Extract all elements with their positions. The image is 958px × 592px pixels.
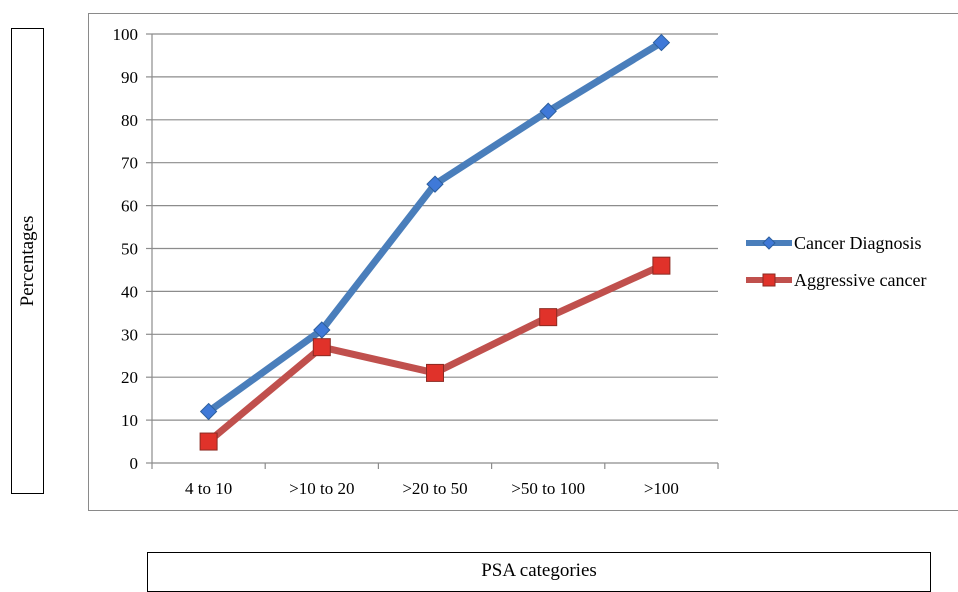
- gridlines: [152, 33, 718, 421]
- series-line-2: [205, 262, 665, 446]
- y-axis-label-box: Percentages: [11, 28, 44, 494]
- y-tick-label: 100: [113, 25, 139, 44]
- x-tick-label: 4 to 10: [185, 479, 232, 498]
- data-point-marker: [539, 102, 557, 120]
- y-tick-label: 90: [121, 68, 138, 87]
- data-point-marker: [539, 308, 558, 327]
- x-tick-label: >20 to 50: [402, 479, 467, 498]
- x-tick-label: >50 to 100: [511, 479, 585, 498]
- y-tick-label: 30: [121, 325, 138, 344]
- y-tick-label: 60: [121, 197, 138, 216]
- x-tick-label: >100: [644, 479, 679, 498]
- x-axis-label-box: PSA categories: [147, 552, 931, 592]
- legend-marker: [762, 273, 776, 287]
- data-point-marker: [313, 321, 331, 339]
- y-tick-label: 20: [121, 368, 138, 387]
- y-tick-label: 40: [121, 282, 138, 301]
- x-tick-label: >10 to 20: [289, 479, 354, 498]
- data-point-marker: [652, 33, 671, 52]
- legend-label: Aggressive cancer: [794, 270, 926, 290]
- legend-marker: [762, 236, 776, 250]
- data-point-marker: [652, 256, 671, 275]
- legend: Cancer Diagnosis Aggressive cancer: [746, 233, 926, 290]
- axes: 0 10 20 30 40 50 60 70 80 90 100 4 to 10 >10 to 20 >2…: [113, 25, 719, 498]
- data-point-marker: [426, 363, 444, 382]
- data-point-marker: [426, 175, 444, 193]
- y-tick-label: 50: [121, 240, 138, 259]
- x-axis-label: PSA categories: [481, 560, 597, 581]
- data-point-marker: [312, 338, 331, 357]
- data-point-marker: [199, 432, 218, 451]
- y-tick-label: 80: [121, 111, 138, 130]
- y-tick-label: 0: [130, 454, 139, 473]
- legend-label: Cancer Diagnosis: [794, 233, 921, 253]
- y-tick-label: 70: [121, 154, 138, 173]
- data-point-marker: [199, 402, 218, 421]
- chart-area-frame: [88, 13, 958, 511]
- series-line-1: [205, 39, 665, 416]
- y-tick-label: 10: [121, 411, 138, 430]
- series-layer: [199, 33, 671, 451]
